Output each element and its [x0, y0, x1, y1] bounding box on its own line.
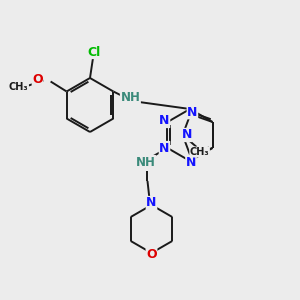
Text: N: N — [159, 142, 170, 154]
Text: O: O — [32, 73, 43, 86]
Text: Cl: Cl — [87, 46, 101, 59]
Text: N: N — [146, 196, 157, 209]
Text: O: O — [146, 248, 157, 262]
Text: NH: NH — [136, 155, 155, 169]
Text: NH: NH — [120, 91, 140, 104]
Text: CH₃: CH₃ — [190, 147, 209, 157]
Text: N: N — [187, 106, 198, 119]
Text: CH₃: CH₃ — [9, 82, 28, 92]
Text: N: N — [186, 155, 196, 169]
Text: N: N — [182, 128, 192, 142]
Text: N: N — [159, 115, 170, 128]
